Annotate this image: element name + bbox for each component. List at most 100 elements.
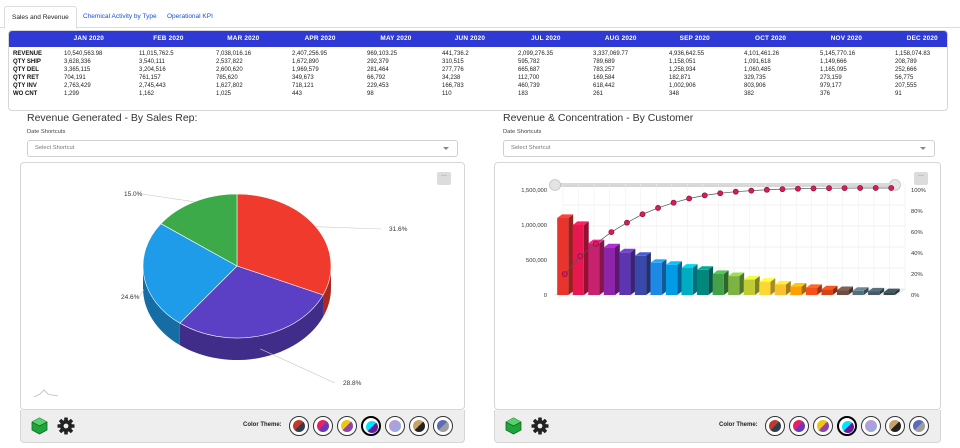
right-color-theme-swatch[interactable]	[885, 416, 905, 436]
cumulative-point[interactable]	[795, 185, 801, 192]
table-cell: 761,157	[139, 75, 161, 81]
bar[interactable]	[868, 287, 885, 295]
cumulative-point[interactable]	[763, 186, 770, 193]
table-cell: 7,038,016.16	[216, 51, 252, 57]
bar[interactable]	[681, 264, 698, 295]
table-cell: 2,537,822	[216, 59, 243, 65]
cumulative-point[interactable]	[779, 186, 786, 193]
cumulative-point[interactable]	[732, 188, 739, 195]
cumulative-point[interactable]	[577, 253, 584, 260]
left-shortcut-select[interactable]: Select Shortcut	[27, 140, 458, 157]
bar[interactable]	[619, 248, 636, 295]
left-shortcut-select-value: Select Shortcut	[35, 145, 75, 151]
bar[interactable]	[759, 278, 776, 295]
right-color-theme-swatch[interactable]	[861, 416, 881, 436]
left-color-theme-swatch[interactable]	[289, 416, 309, 436]
bar[interactable]	[603, 243, 620, 295]
bar[interactable]	[774, 280, 791, 295]
table-cell: 207,555	[895, 83, 917, 89]
right-color-theme-swatch[interactable]	[813, 416, 833, 436]
table-cell: 969,103.25	[367, 51, 398, 57]
bar[interactable]	[697, 266, 714, 295]
table-cell: 277,776	[442, 67, 464, 73]
bar[interactable]	[728, 272, 745, 296]
table-cell: 3,337,069.77	[593, 51, 629, 57]
cube-icon[interactable]	[31, 417, 48, 435]
table-cell: 1,299	[64, 91, 80, 97]
table-cell: 3,628,336	[64, 59, 91, 65]
month-header: FEB 2020	[153, 35, 184, 42]
bar[interactable]	[883, 288, 900, 295]
bar[interactable]	[743, 276, 760, 295]
table-cell: 1,149,666	[820, 59, 847, 65]
cumulative-point[interactable]	[857, 185, 864, 191]
swatch-color-icon	[769, 420, 781, 432]
cumulative-point[interactable]	[670, 199, 677, 206]
cumulative-point[interactable]	[888, 185, 895, 191]
right-chart-menu-button[interactable]: ···	[914, 172, 928, 185]
cumulative-point[interactable]	[624, 219, 630, 226]
left-color-theme-swatch[interactable]	[337, 416, 357, 436]
left-color-theme-swatch[interactable]	[313, 416, 333, 436]
left-chart-menu-button[interactable]: ···	[437, 172, 451, 185]
month-header: APR 2020	[304, 35, 336, 42]
swatch-color-icon	[889, 420, 901, 432]
cumulative-point[interactable]	[717, 190, 724, 197]
cumulative-point[interactable]	[686, 195, 693, 202]
cumulative-point[interactable]	[841, 185, 848, 192]
tab-chemical-activity-by-type[interactable]: Chemical Activity by Type	[83, 13, 157, 20]
bar[interactable]	[821, 285, 838, 295]
cumulative-point[interactable]	[655, 205, 661, 211]
pie-slice[interactable]	[179, 265, 324, 339]
table-row: QTY RET 704,191 761,157 785,620 349,673 66,79…	[9, 74, 947, 82]
left-color-theme-swatch[interactable]	[433, 416, 453, 436]
left-color-theme-swatch[interactable]	[409, 416, 429, 436]
right-shortcut-select[interactable]: Select Shortcut	[503, 140, 935, 157]
bar[interactable]	[805, 284, 822, 295]
right-color-theme-swatch[interactable]	[765, 416, 785, 436]
table-cell: 1,165,095	[820, 67, 847, 73]
bar[interactable]	[557, 214, 574, 295]
right-color-theme-swatch[interactable]	[789, 416, 809, 436]
pie-slice[interactable]	[142, 223, 238, 324]
table-cell: 1,025	[216, 91, 232, 97]
cumulative-point[interactable]	[639, 211, 646, 218]
cumulative-point[interactable]	[701, 192, 708, 199]
bar[interactable]	[712, 270, 729, 295]
cumulative-point[interactable]	[608, 229, 615, 235]
table-row: WO CNT 1,299 1,162 1,025 443 98 110 183 261 348 38…	[9, 90, 947, 98]
bar[interactable]	[572, 221, 589, 295]
bar[interactable]	[650, 259, 667, 295]
pie-slice[interactable]	[160, 193, 238, 267]
cumulative-point[interactable]	[826, 185, 832, 192]
bar[interactable]	[836, 286, 853, 296]
cumulative-point[interactable]	[810, 185, 817, 192]
left-date-shortcuts-label: Date Shortcuts	[27, 129, 66, 135]
cumulative-point[interactable]	[561, 271, 568, 277]
cube-icon[interactable]	[505, 417, 522, 435]
bar[interactable]	[790, 283, 807, 295]
cumulative-point[interactable]	[872, 185, 879, 191]
gear-icon[interactable]	[531, 417, 549, 435]
month-header: JAN 2020	[73, 35, 105, 42]
gear-icon[interactable]	[57, 417, 75, 435]
y2-axis-tick-label: 60%	[911, 230, 923, 236]
tab-operational-kpi[interactable]: Operational KPI	[167, 13, 213, 20]
bar[interactable]	[852, 287, 869, 295]
y-axis-tick-label: 1,500,000	[521, 188, 547, 194]
table-row: QTY INV 2,763,429 2,745,443 1,627,802 718,12…	[9, 82, 947, 90]
cumulative-point[interactable]	[592, 240, 599, 247]
right-color-theme-swatch[interactable]	[909, 416, 929, 436]
bar[interactable]	[665, 261, 682, 295]
y2-axis-tick-label: 40%	[911, 251, 923, 257]
range-slider-handle[interactable]	[549, 179, 561, 191]
left-color-theme-swatch[interactable]	[385, 416, 405, 436]
bar[interactable]	[634, 252, 651, 295]
cumulative-line	[564, 187, 892, 275]
tab-sales-and-revenue[interactable]: Sales and Revenue	[4, 6, 77, 29]
left-color-theme-swatch[interactable]	[361, 416, 381, 436]
cumulative-point[interactable]	[748, 187, 755, 194]
row-label: REVENUE	[13, 51, 43, 57]
pie-slice-label: 31.6%	[389, 226, 408, 233]
right-color-theme-swatch[interactable]	[837, 416, 857, 436]
